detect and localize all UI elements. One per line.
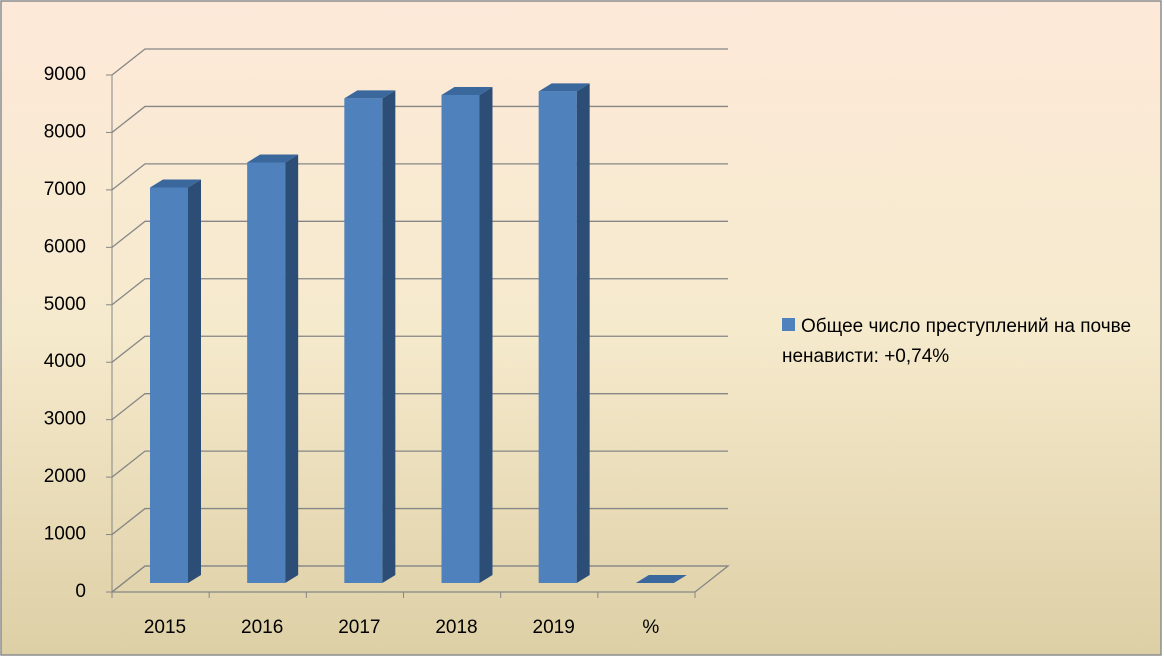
y-tick-label: 1000 xyxy=(44,524,86,545)
bar-side xyxy=(285,154,299,583)
x-tick-label: 2016 xyxy=(241,617,283,638)
grid-line xyxy=(111,565,728,593)
bar-side xyxy=(382,90,396,584)
bar xyxy=(344,90,396,584)
y-tick-label: 6000 xyxy=(44,236,86,257)
x-tick-label: % xyxy=(642,617,659,638)
grid-line xyxy=(111,105,728,133)
y-tick-label: 4000 xyxy=(44,351,86,372)
bar-front xyxy=(538,91,577,583)
legend-swatch xyxy=(782,318,795,331)
grid-line xyxy=(111,450,728,478)
bar-top xyxy=(441,86,493,95)
grid-line xyxy=(111,507,728,536)
y-tick-label: 3000 xyxy=(44,409,86,430)
bar-front xyxy=(150,187,188,583)
bar xyxy=(635,574,687,583)
x-tick-label: 2017 xyxy=(338,617,380,638)
grid-line xyxy=(111,220,728,248)
legend: Общее число преступлений на почве ненави… xyxy=(782,312,1152,372)
grid-line xyxy=(111,335,728,363)
bar xyxy=(441,86,493,584)
y-tick-label: 7000 xyxy=(44,179,86,200)
grid-line xyxy=(111,48,728,76)
bar-top xyxy=(538,83,590,92)
grid-line xyxy=(111,163,728,191)
y-tick-label: 8000 xyxy=(44,121,86,142)
bar-front xyxy=(344,98,383,584)
x-tick-label: 2015 xyxy=(144,617,186,638)
x-tick-label: 2019 xyxy=(533,617,575,638)
bar-top xyxy=(150,179,201,188)
bar-front xyxy=(441,94,480,584)
y-tick-label: 9000 xyxy=(44,64,86,85)
legend-label: Общее число преступлений на почве ненави… xyxy=(782,316,1132,367)
bar-side xyxy=(673,574,687,583)
bar-top xyxy=(635,574,687,583)
bar-side xyxy=(188,179,201,583)
bar xyxy=(150,179,201,583)
bar xyxy=(538,83,590,583)
y-tick-label: 0 xyxy=(75,581,86,602)
grid-line xyxy=(111,393,728,421)
bar-top xyxy=(247,154,299,163)
bar xyxy=(247,154,299,583)
grid-line xyxy=(111,278,728,306)
bar-front xyxy=(247,162,286,583)
y-tick-label: 2000 xyxy=(44,466,86,487)
bar-side xyxy=(576,83,590,583)
y-tick-label: 5000 xyxy=(44,294,86,315)
x-tick-label: 2018 xyxy=(435,617,477,638)
bar-side xyxy=(479,86,493,584)
bar-top xyxy=(344,90,396,99)
